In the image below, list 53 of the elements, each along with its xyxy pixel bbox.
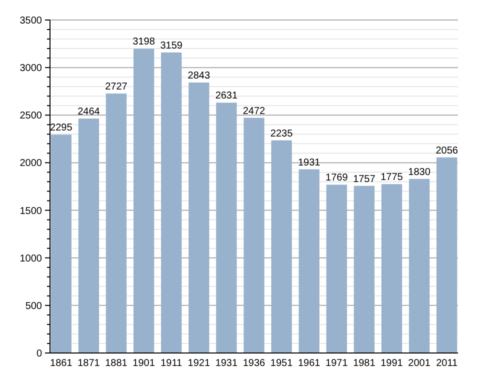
- data-label: 2464: [78, 106, 100, 118]
- bar: [381, 184, 402, 353]
- data-label: 1769: [326, 172, 348, 184]
- data-label: 3159: [160, 40, 183, 52]
- y-tick-label: 2500: [20, 110, 42, 122]
- bar: [354, 186, 375, 353]
- x-tick-label: 1961: [298, 358, 321, 369]
- y-tick-label: 0: [36, 348, 42, 360]
- x-tick-label: 1931: [215, 358, 238, 369]
- data-label: 2843: [188, 70, 210, 82]
- data-label: 2631: [215, 90, 238, 102]
- y-tick-label: 3500: [20, 16, 42, 26]
- data-label: 2056: [436, 145, 458, 156]
- data-label: 1757: [353, 174, 376, 185]
- y-tick-label: 2000: [20, 158, 42, 170]
- bar: [271, 140, 292, 353]
- y-tick-label: 1500: [20, 206, 42, 217]
- data-label: 1775: [380, 172, 404, 184]
- y-tick-label: 500: [25, 300, 42, 312]
- data-label: 2295: [50, 122, 73, 134]
- data-label: 2727: [105, 82, 128, 93]
- x-tick-label: 1911: [160, 358, 183, 369]
- data-label: 2472: [242, 106, 266, 117]
- bar: [326, 184, 347, 353]
- x-tick-label: 1991: [380, 358, 404, 369]
- x-tick-label: 1881: [105, 358, 128, 369]
- bar: [161, 52, 182, 353]
- y-tick-label: 3000: [20, 63, 42, 74]
- bar: [106, 94, 127, 353]
- bar: [298, 169, 320, 353]
- bar: [78, 118, 100, 353]
- x-tick-label: 1971: [326, 358, 348, 369]
- x-tick-label: 2011: [436, 358, 458, 369]
- x-tick-label: 1901: [132, 358, 156, 369]
- bar: [188, 82, 210, 353]
- bar: [244, 118, 264, 353]
- x-tick-label: 1921: [188, 358, 210, 369]
- data-label: 1931: [298, 157, 321, 168]
- data-label: 3198: [132, 36, 156, 48]
- x-tick-label: 1871: [78, 358, 100, 369]
- x-tick-label: 1981: [353, 358, 376, 369]
- bar: [133, 48, 154, 353]
- bar: [436, 157, 458, 353]
- bar: [216, 102, 237, 353]
- y-tick-label: 1000: [20, 253, 42, 264]
- x-tick-label: 1936: [242, 358, 266, 369]
- x-tick-label: 1951: [270, 358, 294, 369]
- x-tick-label: 1861: [50, 358, 73, 369]
- bar: [50, 134, 72, 353]
- data-label: 1830: [408, 166, 431, 178]
- bar: [408, 178, 430, 353]
- data-label: 2235: [270, 128, 294, 140]
- x-tick-label: 2001: [408, 358, 431, 369]
